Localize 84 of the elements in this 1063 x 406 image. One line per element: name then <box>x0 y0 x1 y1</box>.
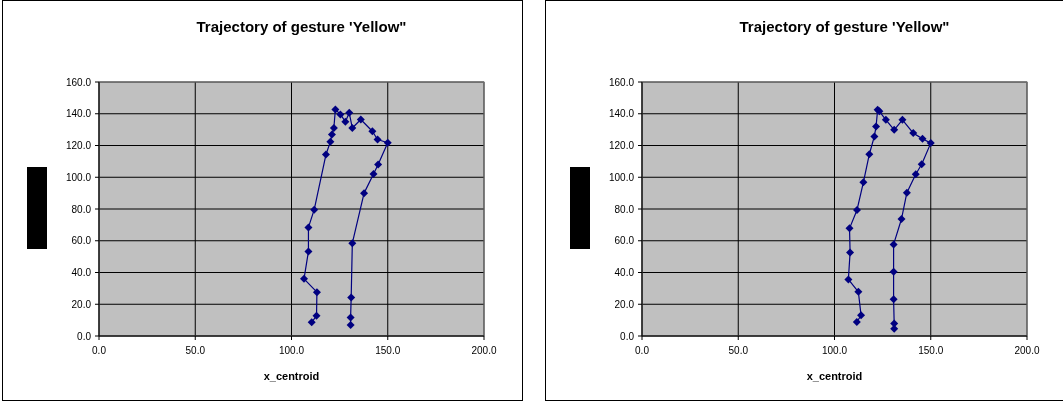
point <box>844 275 853 284</box>
point <box>341 117 350 126</box>
point <box>898 115 907 124</box>
y-tick-label: 100.0 <box>65 171 92 183</box>
point <box>347 293 356 302</box>
y-tick-label: 0.0 <box>77 330 92 342</box>
point <box>312 311 321 320</box>
point <box>845 224 854 233</box>
point <box>360 189 369 198</box>
point <box>865 150 874 159</box>
x-tick-label: 150.0 <box>375 345 401 356</box>
point <box>889 295 898 304</box>
chart-title: Trajectory of gesture 'Yellow" <box>739 18 950 35</box>
point <box>872 122 881 131</box>
point <box>329 124 338 133</box>
y-tick-label: 0.0 <box>620 330 635 342</box>
x-tick-label: 0.0 <box>635 345 650 356</box>
y-tick-label: 40.0 <box>71 267 92 278</box>
point <box>909 129 918 138</box>
y-tick-label: 20.0 <box>614 298 635 310</box>
point <box>327 130 336 139</box>
point <box>348 124 357 133</box>
point <box>345 108 354 117</box>
point <box>310 205 319 214</box>
point <box>854 287 863 296</box>
chart-title: Trajectory of gesture 'Yellow" <box>196 18 407 35</box>
point <box>897 215 906 223</box>
point <box>336 110 345 119</box>
x-tick-label: 200.0 <box>471 345 497 356</box>
point <box>852 318 861 327</box>
point <box>890 125 899 134</box>
x-tick-label: 50.0 <box>728 345 749 356</box>
point <box>373 135 382 144</box>
point <box>312 288 321 297</box>
point <box>911 170 920 179</box>
point <box>846 248 855 257</box>
y-tick-label: 140.0 <box>608 108 635 120</box>
point <box>331 105 340 114</box>
point <box>890 319 899 328</box>
point <box>889 267 898 276</box>
y-tick-label: 40.0 <box>614 267 635 278</box>
point <box>368 127 377 136</box>
point <box>857 311 866 320</box>
point <box>307 318 316 327</box>
x-tick-label: 150.0 <box>918 345 944 356</box>
point <box>321 150 330 159</box>
x-axis-title: x_centroid <box>806 370 863 382</box>
point <box>383 138 392 147</box>
y-tick-label: 20.0 <box>71 298 92 310</box>
x-tick-label: 50.0 <box>185 345 206 356</box>
point <box>348 239 357 248</box>
x-tick-label: 0.0 <box>92 345 107 356</box>
point <box>870 132 879 141</box>
x-tick-label: 100.0 <box>821 345 848 356</box>
y-tick-label: 120.0 <box>65 140 92 151</box>
x-tick-label: 100.0 <box>278 345 305 356</box>
point <box>326 137 335 146</box>
point <box>859 178 868 187</box>
point <box>881 115 890 124</box>
point <box>346 320 355 329</box>
point <box>369 170 378 179</box>
point <box>346 313 355 322</box>
point <box>374 160 383 169</box>
x-tick-label: 200.0 <box>1014 345 1040 356</box>
point <box>853 205 862 214</box>
point <box>889 240 898 249</box>
y-tick-label: 100.0 <box>608 171 635 183</box>
x-axis-title: x_centroid <box>263 370 320 382</box>
y-tick-label: 160.0 <box>65 76 92 88</box>
point <box>902 188 911 197</box>
y-tick-label: 80.0 <box>71 203 92 215</box>
y-tick-label: 140.0 <box>65 108 92 120</box>
y-tick-label: 60.0 <box>71 235 92 247</box>
y-tick-label: 120.0 <box>608 140 635 151</box>
y-tick-label: 60.0 <box>614 235 635 247</box>
y-tick-label: 160.0 <box>608 76 635 88</box>
point <box>304 247 313 256</box>
point <box>304 223 313 232</box>
y-tick-label: 80.0 <box>614 203 635 215</box>
point <box>300 274 309 283</box>
point <box>926 139 935 148</box>
point <box>356 115 365 124</box>
point <box>917 160 926 169</box>
point <box>918 134 927 143</box>
